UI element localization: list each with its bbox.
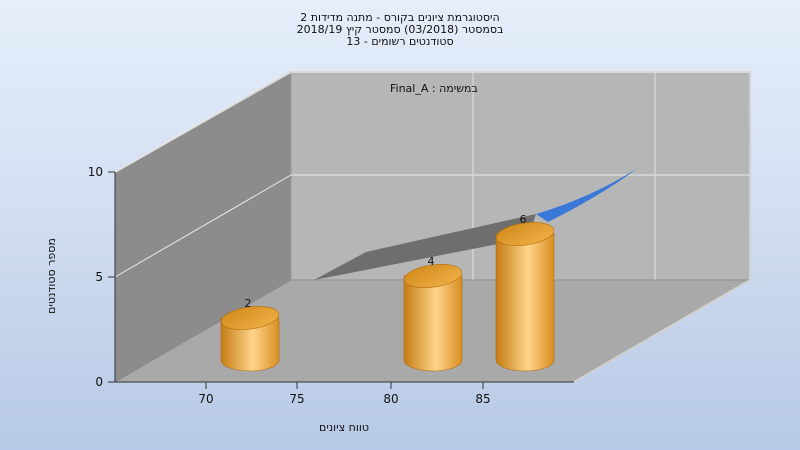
x-tick-label: 80: [383, 392, 398, 406]
x-axis-ticks: 70 75 80 85: [198, 382, 491, 406]
chart-subtitle-students: סטודנטים רשומים - 13: [346, 35, 454, 48]
bar-85: 6: [495, 213, 555, 372]
bar-body: [495, 233, 555, 372]
y-tick-label: 0: [95, 375, 103, 389]
gridline: [114, 69, 750, 173]
bar-cap: [495, 222, 555, 246]
bar-80: 4: [403, 255, 463, 372]
right-edge: [573, 72, 751, 383]
chart-subtitle-semester: בסמסטר (03/2018) סמסטר קיץ 2018/19: [296, 23, 504, 36]
x-tick-label: 85: [475, 392, 490, 406]
x-tick-label: 70: [198, 392, 213, 406]
bar-value-label: 4: [428, 255, 435, 268]
bar-value-label: 2: [245, 297, 252, 310]
x-tick-label: 75: [289, 392, 304, 406]
series-annotation: Final_A : במשימה: [390, 82, 478, 95]
bar-cap: [220, 306, 280, 330]
curve-ribbon: [536, 168, 638, 222]
chart-title: היסטוגרמת ציונים בקורס - מתנה מדידות 2: [300, 11, 500, 24]
bar-70: 2: [220, 297, 280, 372]
y-axis-ticks: 0 5 10: [88, 165, 115, 389]
y-tick-label: 10: [88, 165, 103, 179]
bar-body: [403, 275, 463, 372]
top-edge: [114, 71, 750, 173]
bar-value-label: 6: [520, 213, 527, 226]
bar-cap: [403, 264, 463, 288]
x-axis-title: טווח ציונים: [319, 421, 369, 434]
bars: 2 4 6: [220, 213, 555, 372]
bar-body: [220, 317, 280, 372]
y-axis-title: מספר סטודנטים: [45, 238, 58, 314]
y-tick-label: 5: [95, 270, 103, 284]
trend-curve: [314, 168, 638, 280]
curve-ribbon-shadow: [314, 214, 536, 280]
gridline: [114, 174, 750, 278]
